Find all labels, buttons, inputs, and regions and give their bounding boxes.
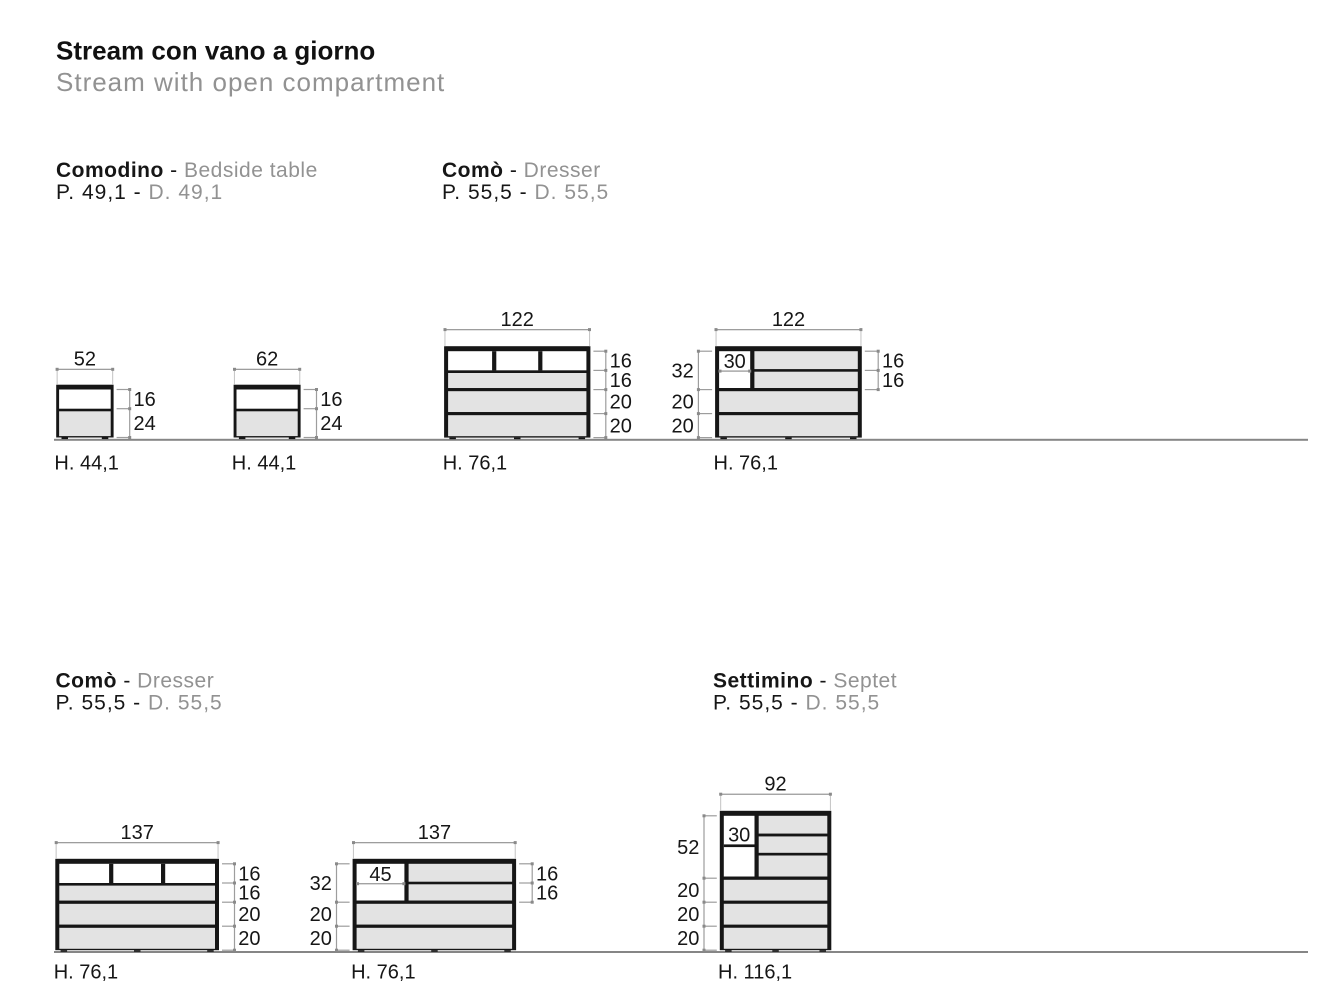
- svg-text:20: 20: [672, 392, 694, 414]
- svg-text:137: 137: [121, 822, 154, 844]
- svg-text:P. 49,1 - D. 49,1: P. 49,1 - D. 49,1: [56, 181, 223, 204]
- svg-text:P. 55,5 - D. 55,5: P. 55,5 - D. 55,5: [442, 181, 609, 204]
- svg-text:16: 16: [536, 883, 558, 905]
- svg-text:52: 52: [677, 837, 699, 859]
- svg-text:H. 76,1: H. 76,1: [351, 962, 415, 984]
- svg-text:H. 44,1: H. 44,1: [54, 452, 118, 474]
- svg-text:20: 20: [672, 416, 694, 438]
- svg-text:62: 62: [256, 348, 278, 370]
- svg-text:16: 16: [134, 389, 156, 411]
- svg-text:16: 16: [238, 883, 260, 905]
- svg-text:122: 122: [501, 309, 534, 331]
- svg-text:52: 52: [74, 348, 96, 370]
- svg-text:P. 55,5 - D. 55,5: P. 55,5 - D. 55,5: [56, 692, 223, 715]
- svg-text:20: 20: [677, 904, 699, 926]
- svg-text:H. 116,1: H. 116,1: [718, 962, 792, 984]
- svg-text:Comodino - Bedside table: Comodino - Bedside table: [56, 159, 318, 182]
- svg-text:45: 45: [369, 864, 391, 886]
- svg-text:32: 32: [672, 360, 694, 382]
- svg-text:32: 32: [310, 873, 332, 895]
- svg-text:20: 20: [677, 928, 699, 950]
- svg-text:Stream with open compartment: Stream with open compartment: [56, 67, 445, 97]
- svg-text:30: 30: [728, 825, 750, 847]
- svg-text:Stream con vano a giorno: Stream con vano a giorno: [56, 36, 375, 66]
- svg-text:16: 16: [882, 351, 904, 373]
- svg-text:20: 20: [238, 928, 260, 950]
- svg-text:16: 16: [536, 863, 558, 885]
- svg-text:24: 24: [320, 413, 342, 435]
- svg-text:16: 16: [882, 370, 904, 392]
- svg-text:20: 20: [310, 904, 332, 926]
- svg-text:Comò - Dresser: Comò - Dresser: [442, 159, 601, 182]
- svg-text:16: 16: [320, 389, 342, 411]
- svg-text:P. 55,5 - D. 55,5: P. 55,5 - D. 55,5: [713, 692, 880, 715]
- svg-text:Settimino - Septet: Settimino - Septet: [713, 670, 897, 693]
- svg-text:30: 30: [724, 351, 746, 373]
- svg-text:16: 16: [610, 351, 632, 373]
- svg-text:20: 20: [610, 416, 632, 438]
- svg-text:137: 137: [418, 822, 451, 844]
- svg-text:24: 24: [134, 413, 156, 435]
- svg-text:H. 44,1: H. 44,1: [232, 452, 296, 474]
- svg-text:H. 76,1: H. 76,1: [714, 452, 778, 474]
- svg-text:H. 76,1: H. 76,1: [54, 962, 118, 984]
- svg-text:20: 20: [677, 880, 699, 902]
- svg-text:20: 20: [610, 392, 632, 414]
- svg-text:122: 122: [772, 309, 805, 331]
- svg-text:H. 76,1: H. 76,1: [443, 452, 507, 474]
- svg-text:20: 20: [238, 904, 260, 926]
- svg-text:Comò - Dresser: Comò - Dresser: [56, 670, 215, 693]
- svg-text:16: 16: [238, 863, 260, 885]
- svg-text:92: 92: [764, 774, 786, 796]
- svg-text:16: 16: [610, 370, 632, 392]
- svg-text:20: 20: [310, 928, 332, 950]
